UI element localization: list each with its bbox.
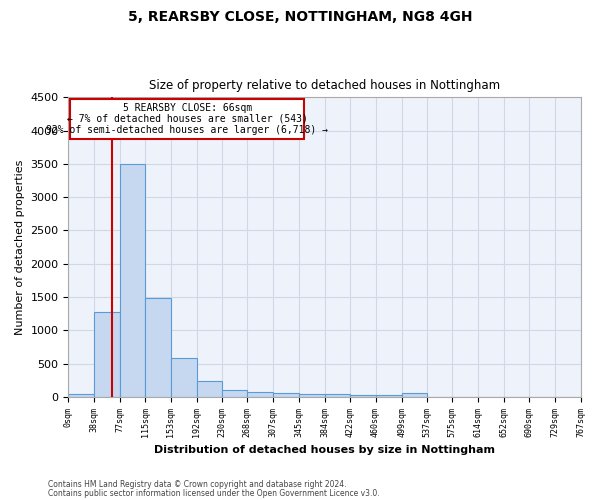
Bar bbox=[94, 312, 120, 397]
Text: Contains public sector information licensed under the Open Government Licence v3: Contains public sector information licen… bbox=[48, 489, 380, 498]
Bar bbox=[145, 298, 170, 397]
Text: ← 7% of detached houses are smaller (543): ← 7% of detached houses are smaller (543… bbox=[67, 114, 308, 124]
Bar bbox=[325, 394, 350, 397]
Bar bbox=[197, 381, 222, 397]
Title: Size of property relative to detached houses in Nottingham: Size of property relative to detached ho… bbox=[149, 79, 500, 92]
Bar bbox=[120, 164, 145, 397]
Bar bbox=[376, 395, 401, 397]
Bar bbox=[222, 390, 247, 397]
Text: 92% of semi-detached houses are larger (6,718) →: 92% of semi-detached houses are larger (… bbox=[46, 126, 328, 136]
Bar bbox=[68, 394, 94, 397]
Y-axis label: Number of detached properties: Number of detached properties bbox=[15, 160, 25, 335]
Bar bbox=[350, 394, 376, 397]
X-axis label: Distribution of detached houses by size in Nottingham: Distribution of detached houses by size … bbox=[154, 445, 495, 455]
Bar bbox=[274, 394, 299, 397]
Bar bbox=[247, 392, 274, 397]
FancyBboxPatch shape bbox=[70, 98, 304, 140]
Text: 5, REARSBY CLOSE, NOTTINGHAM, NG8 4GH: 5, REARSBY CLOSE, NOTTINGHAM, NG8 4GH bbox=[128, 10, 472, 24]
Bar bbox=[299, 394, 325, 397]
Text: 5 REARSBY CLOSE: 66sqm: 5 REARSBY CLOSE: 66sqm bbox=[122, 102, 252, 113]
Bar bbox=[170, 358, 197, 397]
Text: Contains HM Land Registry data © Crown copyright and database right 2024.: Contains HM Land Registry data © Crown c… bbox=[48, 480, 347, 489]
Bar bbox=[401, 394, 427, 397]
